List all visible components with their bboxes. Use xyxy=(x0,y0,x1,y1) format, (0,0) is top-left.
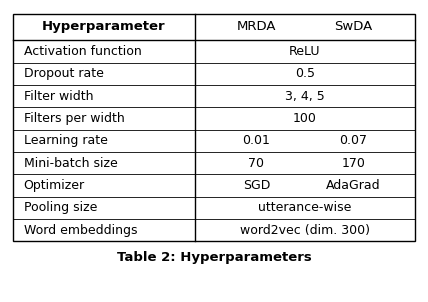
Text: Optimizer: Optimizer xyxy=(24,179,85,192)
Text: word2vec (dim. 300): word2vec (dim. 300) xyxy=(240,223,370,237)
Text: Filters per width: Filters per width xyxy=(24,112,124,125)
Text: Mini-batch size: Mini-batch size xyxy=(24,156,117,170)
Text: 0.5: 0.5 xyxy=(295,67,315,80)
Text: Hyperparameter: Hyperparameter xyxy=(42,20,166,34)
Text: Dropout rate: Dropout rate xyxy=(24,67,104,80)
Text: utterance-wise: utterance-wise xyxy=(258,201,352,214)
Text: Pooling size: Pooling size xyxy=(24,201,97,214)
Bar xyxy=(13,14,415,241)
Text: AdaGrad: AdaGrad xyxy=(326,179,381,192)
Text: Word embeddings: Word embeddings xyxy=(24,223,137,237)
Text: Learning rate: Learning rate xyxy=(24,134,107,147)
Text: ReLU: ReLU xyxy=(289,45,321,58)
Text: 70: 70 xyxy=(249,156,265,170)
Text: Table 2: Hyperparameters: Table 2: Hyperparameters xyxy=(116,251,312,265)
Text: 3, 4, 5: 3, 4, 5 xyxy=(285,89,325,103)
Text: 100: 100 xyxy=(293,112,317,125)
Text: Filter width: Filter width xyxy=(24,89,93,103)
Text: 0.07: 0.07 xyxy=(339,134,368,147)
Text: 170: 170 xyxy=(342,156,366,170)
Text: 0.01: 0.01 xyxy=(243,134,270,147)
Text: SwDA: SwDA xyxy=(334,20,372,34)
Text: MRDA: MRDA xyxy=(237,20,276,34)
Text: Activation function: Activation function xyxy=(24,45,141,58)
Text: SGD: SGD xyxy=(243,179,270,192)
